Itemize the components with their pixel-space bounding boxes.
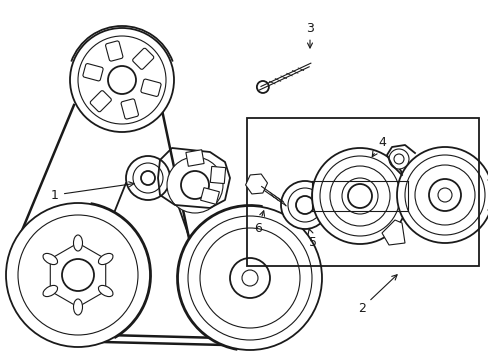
Circle shape [181,171,208,199]
Ellipse shape [73,235,82,251]
Circle shape [18,215,138,335]
Circle shape [178,206,321,350]
Circle shape [242,270,258,286]
Circle shape [428,179,460,211]
Text: 3: 3 [305,22,313,48]
Circle shape [437,188,451,202]
Circle shape [62,259,94,291]
Circle shape [78,36,165,124]
Circle shape [287,188,321,222]
Text: 5: 5 [307,229,316,248]
Circle shape [108,66,136,94]
Circle shape [229,258,269,298]
FancyBboxPatch shape [141,79,161,96]
FancyBboxPatch shape [185,150,203,166]
FancyBboxPatch shape [200,188,219,204]
Circle shape [187,216,311,340]
Circle shape [404,155,484,235]
FancyBboxPatch shape [83,64,103,81]
Text: 2: 2 [357,275,396,315]
Circle shape [347,184,371,208]
Circle shape [295,196,313,214]
FancyBboxPatch shape [121,99,138,119]
Circle shape [388,149,408,169]
FancyBboxPatch shape [210,166,225,184]
Ellipse shape [43,253,58,265]
Circle shape [396,147,488,243]
Polygon shape [381,220,404,245]
Ellipse shape [98,253,113,265]
FancyBboxPatch shape [105,41,122,61]
Circle shape [133,163,163,193]
FancyBboxPatch shape [132,48,154,69]
Circle shape [126,156,170,200]
Text: 4: 4 [371,135,385,157]
Circle shape [341,178,377,214]
Circle shape [200,228,299,328]
Circle shape [319,156,399,236]
Text: 6: 6 [254,211,264,234]
FancyBboxPatch shape [90,91,111,112]
Circle shape [167,157,223,213]
Ellipse shape [43,285,58,297]
Circle shape [70,28,174,132]
Ellipse shape [73,299,82,315]
Circle shape [141,171,155,185]
Text: 1: 1 [51,182,134,202]
Ellipse shape [98,285,113,297]
Circle shape [6,203,150,347]
Circle shape [256,81,268,93]
Circle shape [311,148,407,244]
Bar [246,118,478,266]
Circle shape [329,166,389,226]
Circle shape [414,165,474,225]
Circle shape [393,154,403,164]
Circle shape [281,181,328,229]
